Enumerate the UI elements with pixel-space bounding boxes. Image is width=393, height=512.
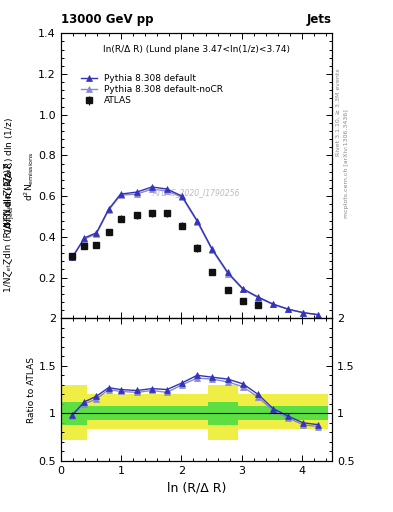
Line: Pythia 8.308 default: Pythia 8.308 default bbox=[70, 184, 321, 317]
Pythia 8.308 default-noCR bbox=[301, 310, 305, 316]
Pythia 8.308 default-noCR bbox=[134, 191, 139, 197]
Pythia 8.308 default-noCR bbox=[165, 188, 169, 194]
Pythia 8.308 default-noCR bbox=[271, 302, 275, 308]
Pythia 8.308 default bbox=[301, 310, 305, 316]
Pythia 8.308 default bbox=[271, 301, 275, 307]
Pythia 8.308 default-noCR bbox=[255, 294, 260, 301]
Legend: Pythia 8.308 default, Pythia 8.308 default-noCR, ATLAS: Pythia 8.308 default, Pythia 8.308 defau… bbox=[79, 72, 225, 107]
Pythia 8.308 default-noCR bbox=[226, 270, 230, 276]
Pythia 8.308 default-noCR bbox=[106, 207, 111, 214]
Pythia 8.308 default bbox=[241, 286, 245, 292]
Pythia 8.308 default-noCR bbox=[210, 247, 215, 253]
Pythia 8.308 default bbox=[195, 218, 200, 224]
Pythia 8.308 default-noCR bbox=[94, 231, 99, 237]
Pythia 8.308 default bbox=[118, 191, 123, 197]
Pythia 8.308 default-noCR bbox=[70, 254, 75, 260]
Pythia 8.308 default-noCR bbox=[316, 312, 321, 318]
Pythia 8.308 default bbox=[255, 294, 260, 300]
Y-axis label: 1/N$_{\mathsf{jets}}$dln (R/Δ R) dln (1/z)
d$^2$N$_{\mathsf{emissions}}$: 1/N$_{\mathsf{jets}}$dln (R/Δ R) dln (1/… bbox=[4, 117, 35, 234]
Pythia 8.308 default bbox=[316, 312, 321, 318]
Text: ATLAS_2020_I1790256: ATLAS_2020_I1790256 bbox=[153, 188, 240, 198]
Text: 13000 GeV pp: 13000 GeV pp bbox=[61, 13, 153, 26]
Pythia 8.308 default bbox=[180, 193, 184, 199]
Pythia 8.308 default-noCR bbox=[150, 186, 154, 192]
Pythia 8.308 default-noCR bbox=[118, 192, 123, 198]
Text: 1/NⱿₑₜⱿdln (R/Δ R) dln (1/z): 1/NⱿₑₜⱿdln (R/Δ R) dln (1/z) bbox=[4, 169, 12, 292]
Y-axis label: Ratio to ATLAS: Ratio to ATLAS bbox=[27, 356, 36, 422]
Pythia 8.308 default bbox=[226, 269, 230, 275]
Pythia 8.308 default bbox=[106, 206, 111, 212]
Line: Pythia 8.308 default-noCR: Pythia 8.308 default-noCR bbox=[70, 186, 321, 317]
Text: d² NₑₘₙⱿₛₛⱿₒₙⱿ: d² NₑₘₙⱿₛₛⱿₒₙⱿ bbox=[4, 162, 12, 227]
Pythia 8.308 default bbox=[82, 235, 87, 241]
Pythia 8.308 default bbox=[134, 189, 139, 195]
Pythia 8.308 default bbox=[210, 246, 215, 252]
Pythia 8.308 default-noCR bbox=[286, 306, 290, 312]
Text: Jets: Jets bbox=[307, 13, 332, 26]
Pythia 8.308 default bbox=[165, 186, 169, 192]
Pythia 8.308 default bbox=[286, 306, 290, 312]
Pythia 8.308 default-noCR bbox=[241, 286, 245, 292]
Text: Rivet 3.1.10, ≥ 3.3M events: Rivet 3.1.10, ≥ 3.3M events bbox=[336, 69, 341, 157]
Pythia 8.308 default-noCR bbox=[82, 236, 87, 242]
Text: ln(R/Δ R) (Lund plane 3.47<ln(1/z)<3.74): ln(R/Δ R) (Lund plane 3.47<ln(1/z)<3.74) bbox=[103, 45, 290, 54]
Pythia 8.308 default bbox=[150, 184, 154, 190]
Pythia 8.308 default-noCR bbox=[180, 194, 184, 200]
X-axis label: ln (R/Δ R): ln (R/Δ R) bbox=[167, 481, 226, 494]
Pythia 8.308 default bbox=[94, 230, 99, 236]
Pythia 8.308 default-noCR bbox=[195, 219, 200, 225]
Text: mcplots.cern.ch [arXiv:1306.3436]: mcplots.cern.ch [arXiv:1306.3436] bbox=[344, 110, 349, 218]
Pythia 8.308 default bbox=[70, 254, 75, 260]
